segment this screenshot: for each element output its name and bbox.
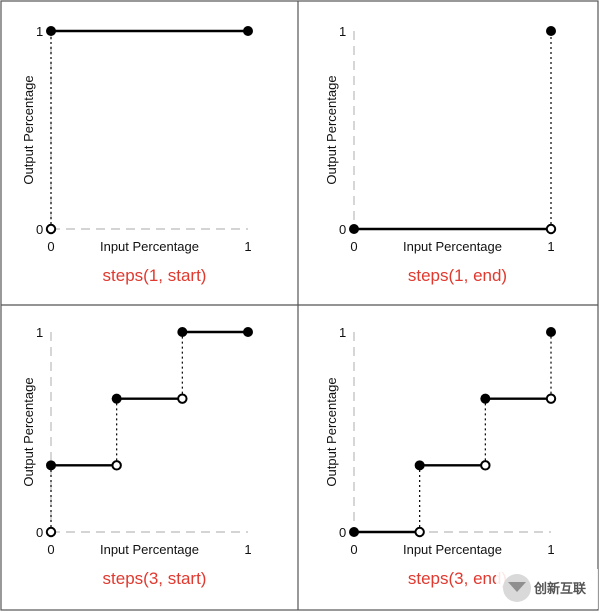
filled-point (111, 393, 122, 404)
open-point (45, 223, 57, 235)
filled-point (546, 327, 556, 337)
open-point (414, 526, 425, 538)
y-axis-label: Output Percentage (21, 377, 36, 486)
x-tick-label: 0 (350, 542, 357, 557)
filled-point (46, 460, 56, 471)
x-tick-label: 1 (547, 542, 554, 557)
x-axis-label: Input Percentage (100, 542, 199, 557)
filled-point (349, 527, 359, 537)
open-point (545, 393, 557, 404)
x-axis-label: Input Percentage (403, 239, 502, 254)
x-tick-label: 1 (244, 542, 251, 557)
filled-point (177, 327, 188, 337)
filled-point (546, 26, 556, 36)
panels: 0 1 0 1 Input Percentage Output Percentage ste… (21, 24, 557, 588)
chart-caption: steps(1, start) (103, 266, 207, 285)
open-point (45, 526, 57, 538)
chart-caption: steps(3, end) (408, 569, 507, 588)
y-tick-label: 0 (36, 525, 43, 540)
open-point (111, 460, 122, 471)
x-tick-label: 0 (47, 542, 54, 557)
chart-panel-3: 0 1 0 1 Input Percentage Output Percentage ste… (21, 325, 253, 588)
chart-panel-1: 0 1 0 1 Input Percentage Output Percentage ste… (21, 24, 253, 285)
filled-point (243, 327, 253, 337)
filled-point (480, 393, 491, 404)
filled-point (243, 26, 253, 36)
chart-panel-2: 0 1 0 1 Input Percentage Output Percentage ste… (324, 24, 557, 285)
x-tick-label: 1 (547, 239, 554, 254)
x-tick-label: 1 (244, 239, 251, 254)
logo-icon (503, 574, 531, 602)
chart-panel-4: 0 1 0 1 Input Percentage Output Percentage ste… (324, 325, 557, 588)
watermark-text: 创新互联 (533, 581, 586, 597)
x-tick-label: 0 (350, 239, 357, 254)
y-tick-label: 1 (339, 24, 346, 39)
open-point (480, 460, 491, 471)
filled-point (349, 224, 359, 234)
open-point (545, 223, 557, 235)
filled-point (46, 26, 56, 36)
chart-caption: steps(1, end) (408, 266, 507, 285)
watermark: 创新互联 (496, 569, 598, 609)
y-axis-label: Output Percentage (324, 75, 339, 184)
y-tick-label: 0 (339, 525, 346, 540)
open-point (177, 393, 188, 404)
y-axis-label: Output Percentage (21, 75, 36, 184)
y-tick-label: 1 (36, 24, 43, 39)
chart-caption: steps(3, start) (103, 569, 207, 588)
y-axis-label: Output Percentage (324, 377, 339, 486)
y-tick-label: 1 (339, 325, 346, 340)
x-axis-label: Input Percentage (100, 239, 199, 254)
x-axis-label: Input Percentage (403, 542, 502, 557)
y-tick-label: 0 (339, 222, 346, 237)
y-tick-label: 1 (36, 325, 43, 340)
x-tick-label: 0 (47, 239, 54, 254)
y-tick-label: 0 (36, 222, 43, 237)
filled-point (414, 460, 425, 471)
